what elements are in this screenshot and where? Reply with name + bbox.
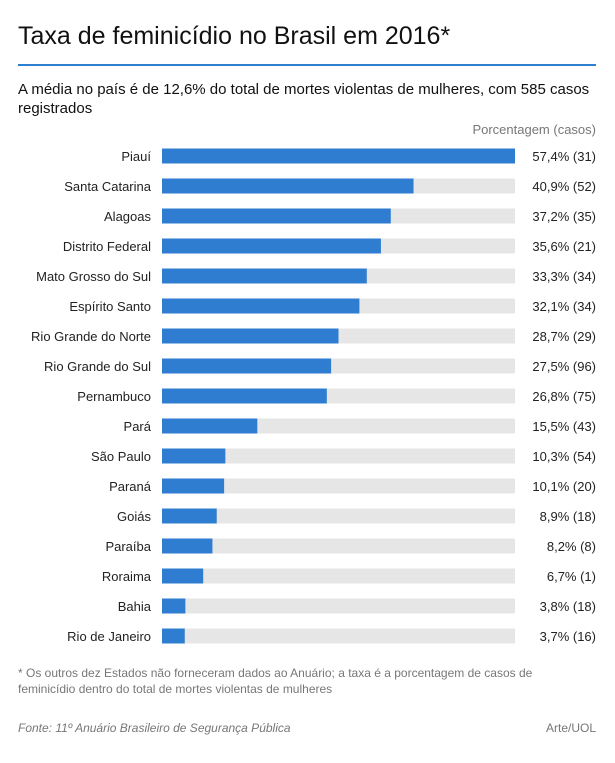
bar bbox=[162, 268, 367, 284]
bar bbox=[162, 208, 391, 224]
bar-track bbox=[162, 478, 515, 494]
bar bbox=[162, 358, 332, 374]
bar-chart: Piauí 57,4% (31) Santa Catarina 40,9% (52) A… bbox=[31, 148, 596, 644]
category-label: São Paulo bbox=[91, 449, 151, 464]
value-label: 33,3% (34) bbox=[532, 269, 596, 284]
category-label: Pará bbox=[124, 419, 152, 434]
value-label: 15,5% (43) bbox=[532, 419, 596, 434]
bar-row: Espírito Santo 32,1% (34) bbox=[69, 298, 596, 314]
bar-row: Santa Catarina 40,9% (52) bbox=[64, 178, 596, 194]
value-label: 8,9% (18) bbox=[540, 509, 596, 524]
bar bbox=[162, 298, 360, 314]
value-label: 3,8% (18) bbox=[540, 599, 596, 614]
footnote: * Os outros dez Estados não forneceram d… bbox=[18, 666, 533, 696]
category-label: Rio Grande do Sul bbox=[44, 359, 151, 374]
bar bbox=[162, 628, 185, 644]
bar bbox=[162, 388, 327, 404]
value-label: 8,2% (8) bbox=[547, 539, 596, 554]
value-label: 57,4% (31) bbox=[532, 149, 596, 164]
bar bbox=[162, 178, 414, 194]
category-label: Distrito Federal bbox=[63, 239, 151, 254]
category-label: Roraima bbox=[102, 569, 152, 584]
bar bbox=[162, 238, 381, 254]
value-label: 28,7% (29) bbox=[532, 329, 596, 344]
category-label: Bahia bbox=[118, 599, 152, 614]
category-label: Paraná bbox=[109, 479, 152, 494]
value-label: 40,9% (52) bbox=[532, 179, 596, 194]
bar-track bbox=[162, 538, 515, 554]
bar-track bbox=[162, 448, 515, 464]
bar-row: São Paulo 10,3% (54) bbox=[91, 448, 596, 464]
bar bbox=[162, 568, 204, 584]
category-label: Goiás bbox=[117, 509, 151, 524]
category-label: Espírito Santo bbox=[69, 299, 151, 314]
category-label: Pernambuco bbox=[77, 389, 151, 404]
column-header: Porcentagem (casos) bbox=[472, 122, 596, 137]
bar-row: Pernambuco 26,8% (75) bbox=[77, 388, 596, 404]
bar bbox=[162, 418, 258, 434]
bar-track bbox=[162, 508, 515, 524]
bar-row: Piauí 57,4% (31) bbox=[121, 148, 596, 164]
value-label: 26,8% (75) bbox=[532, 389, 596, 404]
category-label: Santa Catarina bbox=[64, 179, 151, 194]
bar-track bbox=[162, 568, 515, 584]
bar-track bbox=[162, 598, 515, 614]
value-label: 3,7% (16) bbox=[540, 629, 596, 644]
category-label: Rio Grande do Norte bbox=[31, 329, 151, 344]
bar-row: Goiás 8,9% (18) bbox=[117, 508, 596, 524]
value-label: 32,1% (34) bbox=[532, 299, 596, 314]
bar bbox=[162, 148, 515, 164]
bar bbox=[162, 328, 339, 344]
bar bbox=[162, 598, 186, 614]
bar-row: Rio de Janeiro 3,7% (16) bbox=[67, 628, 596, 644]
bar-row: Roraima 6,7% (1) bbox=[102, 568, 596, 584]
bar-row: Paraíba 8,2% (8) bbox=[105, 538, 596, 554]
value-label: 37,2% (35) bbox=[532, 209, 596, 224]
bar-row: Alagoas 37,2% (35) bbox=[104, 208, 596, 224]
category-label: Piauí bbox=[121, 149, 151, 164]
bar bbox=[162, 538, 213, 554]
category-label: Mato Grosso do Sul bbox=[36, 269, 151, 284]
bar-row: Distrito Federal 35,6% (21) bbox=[63, 238, 596, 254]
category-label: Rio de Janeiro bbox=[67, 629, 151, 644]
title-divider bbox=[18, 64, 596, 66]
bar-row: Paraná 10,1% (20) bbox=[109, 478, 596, 494]
bar bbox=[162, 508, 217, 524]
credit: Arte/UOL bbox=[545, 721, 596, 735]
category-label: Paraíba bbox=[105, 539, 151, 554]
bar-row: Rio Grande do Norte 28,7% (29) bbox=[31, 328, 596, 344]
bar-row: Pará 15,5% (43) bbox=[124, 418, 596, 434]
bar bbox=[162, 448, 226, 464]
bar-row: Bahia 3,8% (18) bbox=[118, 598, 596, 614]
bar bbox=[162, 478, 225, 494]
category-label: Alagoas bbox=[104, 209, 151, 224]
value-label: 10,1% (20) bbox=[532, 479, 596, 494]
bar-row: Mato Grosso do Sul 33,3% (34) bbox=[36, 268, 596, 284]
value-label: 27,5% (96) bbox=[532, 359, 596, 374]
bar-track bbox=[162, 628, 515, 644]
bar-row: Rio Grande do Sul 27,5% (96) bbox=[44, 358, 596, 374]
source-note: Fonte: 11º Anuário Brasileiro de Seguran… bbox=[18, 721, 291, 735]
value-label: 6,7% (1) bbox=[547, 569, 596, 584]
value-label: 10,3% (54) bbox=[532, 449, 596, 464]
chart-subtitle: A média no país é de 12,6% do total de m… bbox=[18, 81, 590, 117]
value-label: 35,6% (21) bbox=[532, 239, 596, 254]
chart-title: Taxa de feminicídio no Brasil em 2016* bbox=[18, 22, 451, 50]
